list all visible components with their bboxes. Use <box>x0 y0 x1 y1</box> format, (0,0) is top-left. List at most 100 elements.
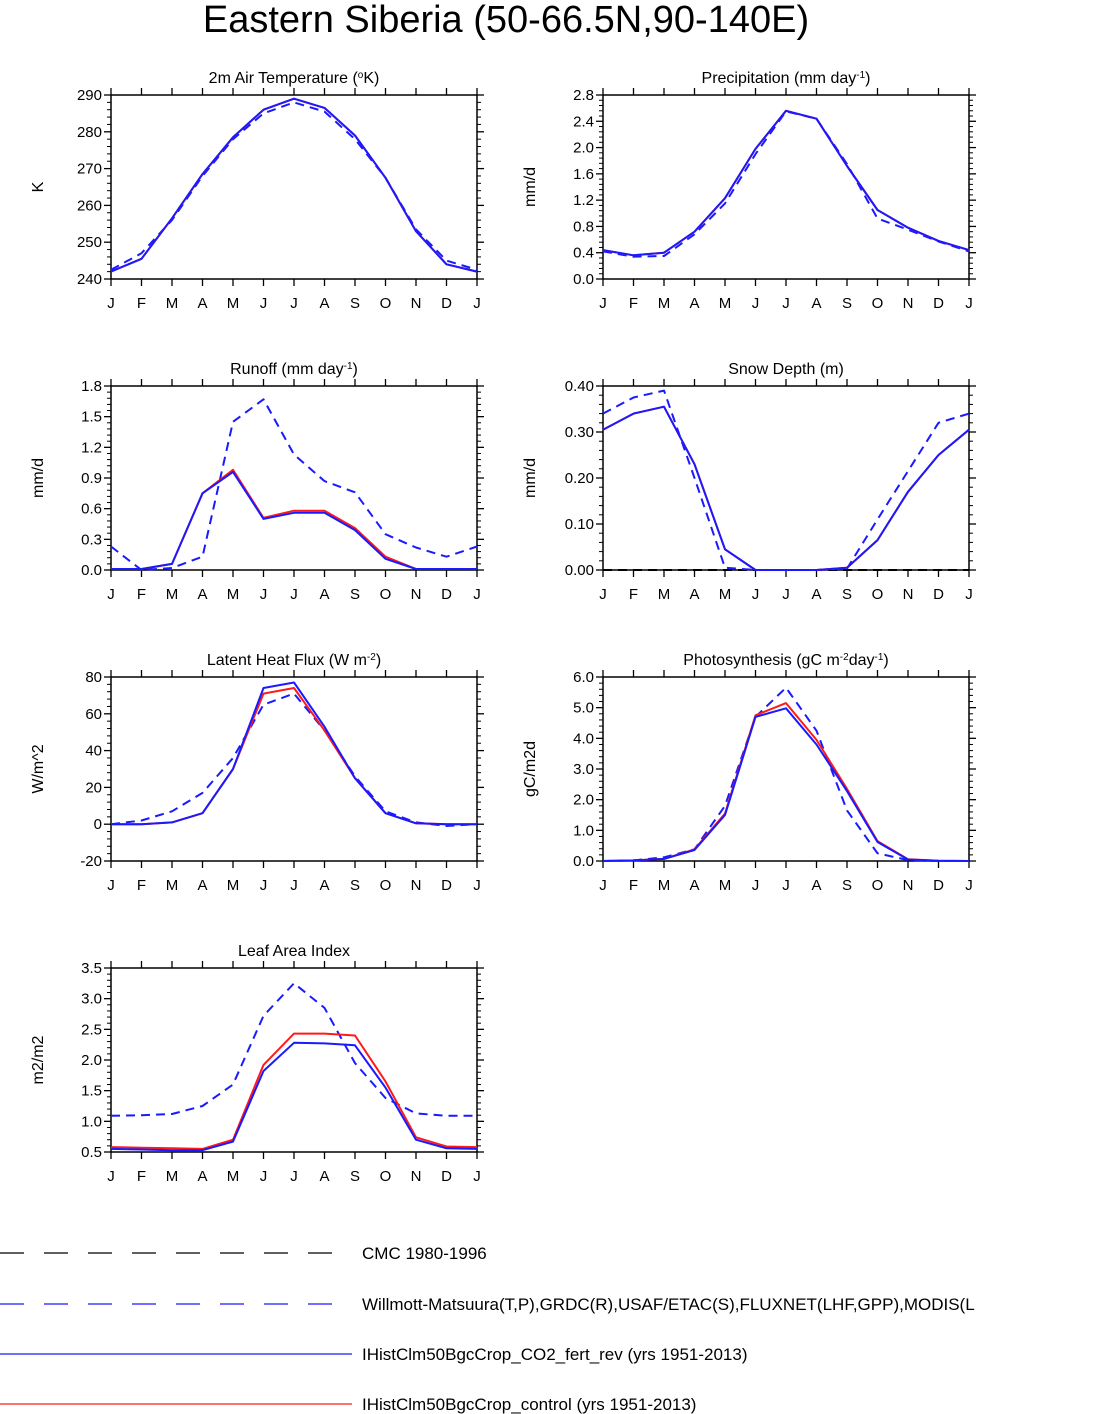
panel-precip: Precipitation (mm day-1) 0.0 0.4 0.8 1.2 1.6 2… <box>522 70 976 312</box>
y-axis-label: mm/d <box>30 458 47 498</box>
x-tick-label: D <box>441 586 452 603</box>
x-tick-label: O <box>380 295 392 312</box>
title-superscript: o <box>358 70 364 81</box>
x-tick-label: J <box>107 586 115 603</box>
x-tick-label: D <box>933 295 944 312</box>
series-line-control <box>110 97 478 273</box>
x-tick-label: A <box>689 295 699 312</box>
y-tick-label: 80 <box>85 669 102 686</box>
x-tick-label: M <box>719 877 732 894</box>
y-tick-label: 0.8 <box>573 218 594 235</box>
x-tick-label: F <box>137 1168 146 1185</box>
plot-frame <box>110 94 478 280</box>
x-tick-label: J <box>260 586 268 603</box>
legend-item-co2: IHistClm50BgcCrop_CO2_fert_rev (yrs 1951… <box>0 1345 748 1364</box>
y-tick-label: 0.0 <box>81 562 102 579</box>
legend-item-control: IHistClm50BgcCrop_control (yrs 1951-2013… <box>0 1395 696 1414</box>
title-superscript: -1 <box>344 361 353 372</box>
y-tick-label: 240 <box>77 271 102 288</box>
x-tick-label: O <box>380 586 392 603</box>
x-tick-label: J <box>599 877 607 894</box>
figure-title: Eastern Siberia (50-66.5N,90-140E) <box>203 0 809 41</box>
plot-frame <box>110 967 478 1153</box>
plot-frame <box>110 676 478 862</box>
x-tick-label: A <box>689 586 699 603</box>
series-line-control <box>602 109 970 257</box>
series-line-co2 <box>602 109 970 257</box>
x-tick-label: A <box>197 877 207 894</box>
x-tick-label: S <box>842 295 852 312</box>
x-tick-label: J <box>752 295 760 312</box>
x-tick-label: N <box>411 586 422 603</box>
x-tick-label: M <box>166 877 179 894</box>
x-tick-label: A <box>811 295 821 312</box>
x-tick-label: M <box>227 1168 240 1185</box>
x-tick-label: M <box>719 586 732 603</box>
title-part: day <box>849 652 875 669</box>
title-part: ) <box>376 652 381 669</box>
y-tick-label: 2.0 <box>573 140 594 157</box>
y-tick-label: 0.40 <box>565 378 594 395</box>
y-tick-label: 270 <box>77 161 102 178</box>
x-tick-label: D <box>441 1168 452 1185</box>
panel-title: Latent Heat Flux (W m-2) <box>207 652 381 670</box>
x-tick-label: N <box>411 295 422 312</box>
series-line-co2 <box>110 97 478 273</box>
y-tick-label: 1.6 <box>573 166 594 183</box>
y-tick-label: 1.0 <box>573 822 594 839</box>
x-tick-label: N <box>411 877 422 894</box>
series-line-control <box>110 1032 478 1150</box>
title-part: ) <box>883 652 888 669</box>
panel-title: Snow Depth (m) <box>728 361 844 378</box>
y-tick-label: 0.0 <box>573 853 594 870</box>
y-tick-label: -20 <box>80 853 102 870</box>
y-tick-label: 6.0 <box>573 669 594 686</box>
y-tick-label: 60 <box>85 706 102 723</box>
y-tick-label: 1.2 <box>573 192 594 209</box>
x-tick-label: O <box>380 877 392 894</box>
x-tick-label: M <box>227 877 240 894</box>
y-tick-label: 0.6 <box>81 501 102 518</box>
x-tick-label: J <box>107 1168 115 1185</box>
x-tick-label: M <box>166 295 179 312</box>
x-tick-label: J <box>965 586 973 603</box>
x-tick-label: S <box>842 877 852 894</box>
x-tick-label: J <box>260 1168 268 1185</box>
y-axis-label: K <box>30 181 47 192</box>
y-tick-label: 1.0 <box>81 1113 102 1130</box>
title-superscript: -1 <box>856 70 865 81</box>
x-tick-label: F <box>629 877 638 894</box>
series-line-co2 <box>602 707 970 862</box>
x-tick-label: J <box>782 586 790 603</box>
y-tick-label: 0.0 <box>573 271 594 288</box>
title-superscript: -2 <box>840 652 849 663</box>
title-superscript: -2 <box>367 652 376 663</box>
title-part: K) <box>363 70 379 87</box>
x-tick-label: J <box>290 295 298 312</box>
series-line-obs <box>602 686 969 862</box>
y-tick-label: 0.20 <box>565 470 594 487</box>
x-tick-label: O <box>380 1168 392 1185</box>
x-tick-label: J <box>599 586 607 603</box>
x-tick-label: S <box>350 877 360 894</box>
y-axis-label: W/m^2 <box>30 744 47 793</box>
panel-lhf: Latent Heat Flux (W m-2) -20 0 20 40 60 80 J F M A… <box>30 652 484 894</box>
y-tick-label: 0.3 <box>81 531 102 548</box>
x-tick-label: J <box>965 877 973 894</box>
series-line-control <box>111 687 477 826</box>
legend: CMC 1980-1996 Willmott-Matsuura(T,P),GRDC… <box>0 1244 975 1414</box>
y-tick-label: 280 <box>77 124 102 141</box>
x-tick-label: A <box>319 1168 329 1185</box>
y-tick-label: 2.5 <box>81 1021 102 1038</box>
x-tick-label: J <box>473 877 481 894</box>
title-superscript: -1 <box>874 652 883 663</box>
y-axis-label: m2/m2 <box>30 1035 47 1084</box>
x-tick-label: F <box>137 295 146 312</box>
x-tick-label: J <box>290 877 298 894</box>
y-axis-label: mm/d <box>522 458 539 498</box>
y-axis-label: mm/d <box>522 167 539 207</box>
x-tick-label: A <box>197 586 207 603</box>
y-tick-label: 5.0 <box>573 700 594 717</box>
y-tick-label: 1.2 <box>81 439 102 456</box>
x-tick-label: O <box>872 295 884 312</box>
